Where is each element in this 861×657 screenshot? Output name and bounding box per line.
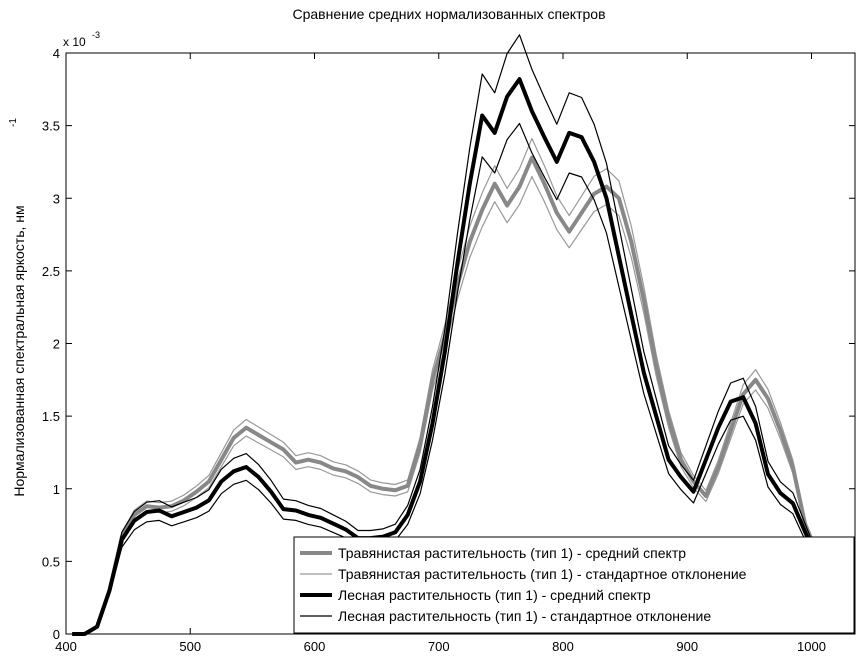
legend-box	[293, 536, 855, 634]
y-tick-label: 1.5	[42, 409, 60, 424]
y-tick-label: 2	[53, 337, 60, 352]
chart-title: Сравнение средних нормализованных спектр…	[292, 6, 605, 22]
legend: Травянистая растительность (тип 1) - сре…	[293, 536, 855, 634]
series-layer	[72, 34, 845, 636]
y-tick-label: 1	[53, 482, 60, 497]
series-line-stddev	[72, 34, 844, 635]
series-line-stddev	[72, 176, 844, 635]
legend-label: Лесная растительность (тип 1) - стандарт…	[338, 608, 711, 624]
y-tick-label: 3	[53, 191, 60, 206]
x-tick-label: 800	[552, 639, 574, 654]
x-tick-label: 600	[304, 639, 326, 654]
axis-ticks: 400 500 600 700 800 900 1000 0 0.5 1 1.5 2 2.5 3 3.5 4	[42, 46, 855, 654]
y-tick-label: 3.5	[42, 119, 60, 134]
legend-label: Травянистая растительность (тип 1) - сре…	[338, 545, 686, 561]
x-tick-label: 400	[55, 639, 77, 654]
x-tick-label: 500	[179, 639, 201, 654]
y-axis-label-exponent: -1	[8, 118, 19, 127]
x-tick-label: 1000	[797, 639, 826, 654]
x-tick-label: 700	[428, 639, 450, 654]
x-tick-label: 900	[676, 639, 698, 654]
y-axis-label-group: Нормализованная спектральная яркость, нм…	[8, 118, 27, 497]
y-multiplier-label: x 10	[63, 35, 86, 49]
y-axis-label: Нормализованная спектральная яркость, нм	[11, 205, 27, 496]
y-multiplier-exponent: -3	[92, 30, 100, 40]
y-tick-label: 0.5	[42, 554, 60, 569]
series-line-mean	[72, 155, 845, 636]
y-tick-label: 4	[53, 46, 60, 61]
y-multiplier: x 10 -3	[63, 30, 100, 49]
legend-label: Травянистая растительность (тип 1) - ста…	[338, 566, 747, 582]
series-line-mean	[72, 77, 845, 636]
y-tick-label: 2.5	[42, 264, 60, 279]
y-tick-label: 0	[53, 627, 60, 642]
legend-label: Лесная растительность (тип 1) - средний …	[338, 587, 651, 603]
series-line-stddev	[72, 122, 844, 635]
